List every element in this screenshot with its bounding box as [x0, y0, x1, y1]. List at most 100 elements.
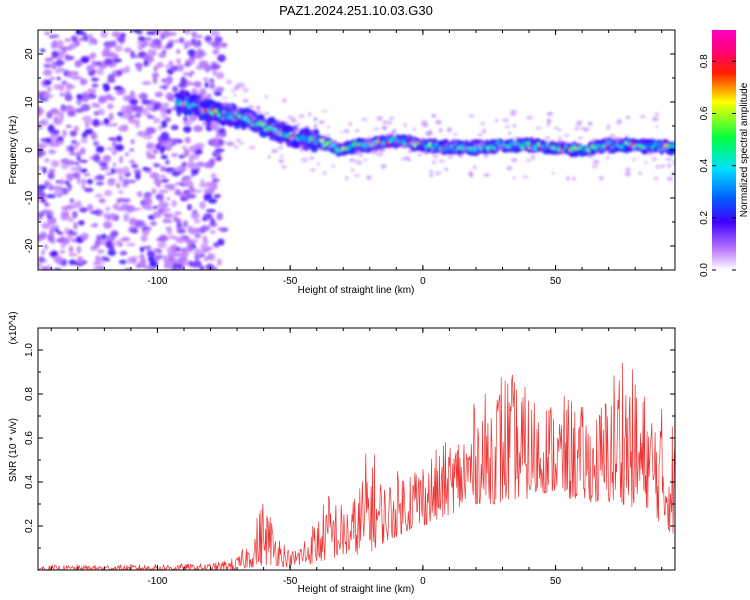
heatmap-cell: [459, 153, 463, 159]
heatmap-cell: [57, 111, 65, 119]
heatmap-cell: [566, 176, 570, 181]
heatmap-cell: [113, 85, 124, 91]
heatmap-cell: [193, 110, 202, 117]
heatmap-cell: [106, 96, 116, 101]
heatmap-cell: [77, 220, 85, 225]
heatmap-cell: [320, 146, 326, 150]
heatmap-cell: [299, 148, 304, 152]
heatmap-cell: [277, 146, 284, 150]
heatmap-cell: [211, 151, 220, 158]
heatmap-cell: [299, 143, 304, 148]
x-tick-label: -50: [283, 276, 298, 287]
heatmap-cell: [573, 127, 580, 131]
heatmap-cell: [61, 205, 71, 211]
heatmap-cell: [41, 249, 46, 255]
heatmap-cell: [95, 145, 105, 153]
y-tick-label: 0.8: [24, 387, 35, 401]
heatmap-cell: [403, 122, 407, 128]
heatmap-cell: [165, 159, 170, 165]
heatmap-cell: [625, 171, 631, 177]
heatmap-cell: [282, 98, 287, 104]
heatmap-cell: [158, 174, 167, 178]
heatmap-cell: [219, 42, 228, 48]
y-tick-label: 1.0: [24, 343, 35, 357]
heatmap-cell: [146, 154, 156, 160]
heatmap-cell: [255, 105, 261, 111]
heatmap-cell: [158, 200, 164, 207]
heatmap-cell: [184, 79, 189, 84]
heatmap-cell: [98, 198, 106, 204]
heatmap-cell: [146, 31, 157, 35]
heatmap-cell: [190, 173, 195, 177]
heatmap-cell: [556, 139, 563, 145]
heatmap-cell: [157, 240, 167, 249]
heatmap-cell: [145, 142, 155, 150]
heatmap-cell: [94, 193, 103, 198]
heatmap-cell: [200, 243, 208, 250]
heatmap-cell: [234, 108, 240, 113]
heatmap-cell: [67, 173, 74, 182]
heatmap-cell: [506, 165, 513, 171]
heatmap-cell: [104, 189, 113, 197]
heatmap-cell: [450, 143, 457, 147]
heatmap-cell: [242, 98, 249, 103]
heatmap-cell: [554, 126, 559, 130]
heatmap-cell: [171, 244, 178, 251]
heatmap-cell: [252, 116, 257, 121]
heatmap-cell: [110, 167, 116, 175]
heatmap-cell: [140, 235, 148, 242]
heatmap-cell: [472, 165, 478, 170]
heatmap-cell: [204, 256, 209, 262]
heatmap-cell: [546, 118, 551, 123]
heatmap-cell: [86, 204, 94, 211]
heatmap-cell: [572, 177, 576, 181]
heatmap-cell: [483, 173, 490, 177]
snr-panel: -100 -50 0 50 0.2 0.4 0.6 0.8 1.0 Height of str…: [8, 311, 676, 595]
heatmap-cell: [112, 123, 118, 127]
heatmap-cell: [135, 219, 145, 227]
heatmap-cell: [110, 40, 117, 48]
x-tick-label: 0: [420, 276, 426, 287]
heatmap-cell: [163, 167, 173, 172]
heatmap-cell: [115, 89, 126, 96]
heatmap-cell: [120, 237, 131, 242]
snr-series-line: [38, 362, 675, 570]
heatmap-cell: [271, 149, 278, 153]
x-tick-label: 0: [420, 576, 426, 587]
heatmap-cell: [40, 138, 50, 142]
heatmap-cell: [162, 102, 170, 109]
heatmap-cell: [151, 188, 157, 195]
heatmap-cell: [97, 61, 103, 65]
heatmap-cell: [183, 190, 191, 194]
heatmap-cell: [89, 210, 100, 215]
snr-x-ticks: -100 -50 0 50: [50, 328, 663, 587]
heatmap-cell: [534, 127, 542, 130]
colorbar-tick-label: 0.6: [699, 106, 710, 120]
heatmap-cell: [215, 38, 223, 43]
heatmap-cell: [408, 149, 412, 154]
heatmap-cell: [91, 102, 99, 108]
heatmap-cell: [170, 142, 176, 146]
heatmap-cell: [367, 136, 371, 139]
snr-x-label: Height of straight line (km): [298, 584, 415, 595]
heatmap-cell: [66, 183, 72, 187]
heatmap-cell: [591, 164, 598, 169]
heatmap-cell: [97, 108, 105, 116]
heatmap-cell: [638, 171, 642, 176]
heatmap-cell: [111, 31, 122, 38]
heatmap-cell: [587, 121, 593, 126]
y-tick-label: -10: [24, 190, 35, 205]
heatmap-cell: [41, 222, 51, 229]
heatmap-cell: [173, 39, 180, 43]
heatmap-cell: [477, 133, 483, 137]
heatmap-cell: [242, 87, 249, 93]
heatmap-cell: [48, 149, 56, 155]
snr-y-label: SNR (10 * v/v): [8, 418, 19, 482]
heatmap-cell: [143, 37, 152, 41]
heatmap-cell: [65, 145, 71, 153]
heatmap-cell: [154, 257, 161, 261]
heatmap-cell: [200, 179, 205, 183]
heatmap-cell: [81, 178, 86, 186]
heatmap-cell: [199, 265, 205, 270]
